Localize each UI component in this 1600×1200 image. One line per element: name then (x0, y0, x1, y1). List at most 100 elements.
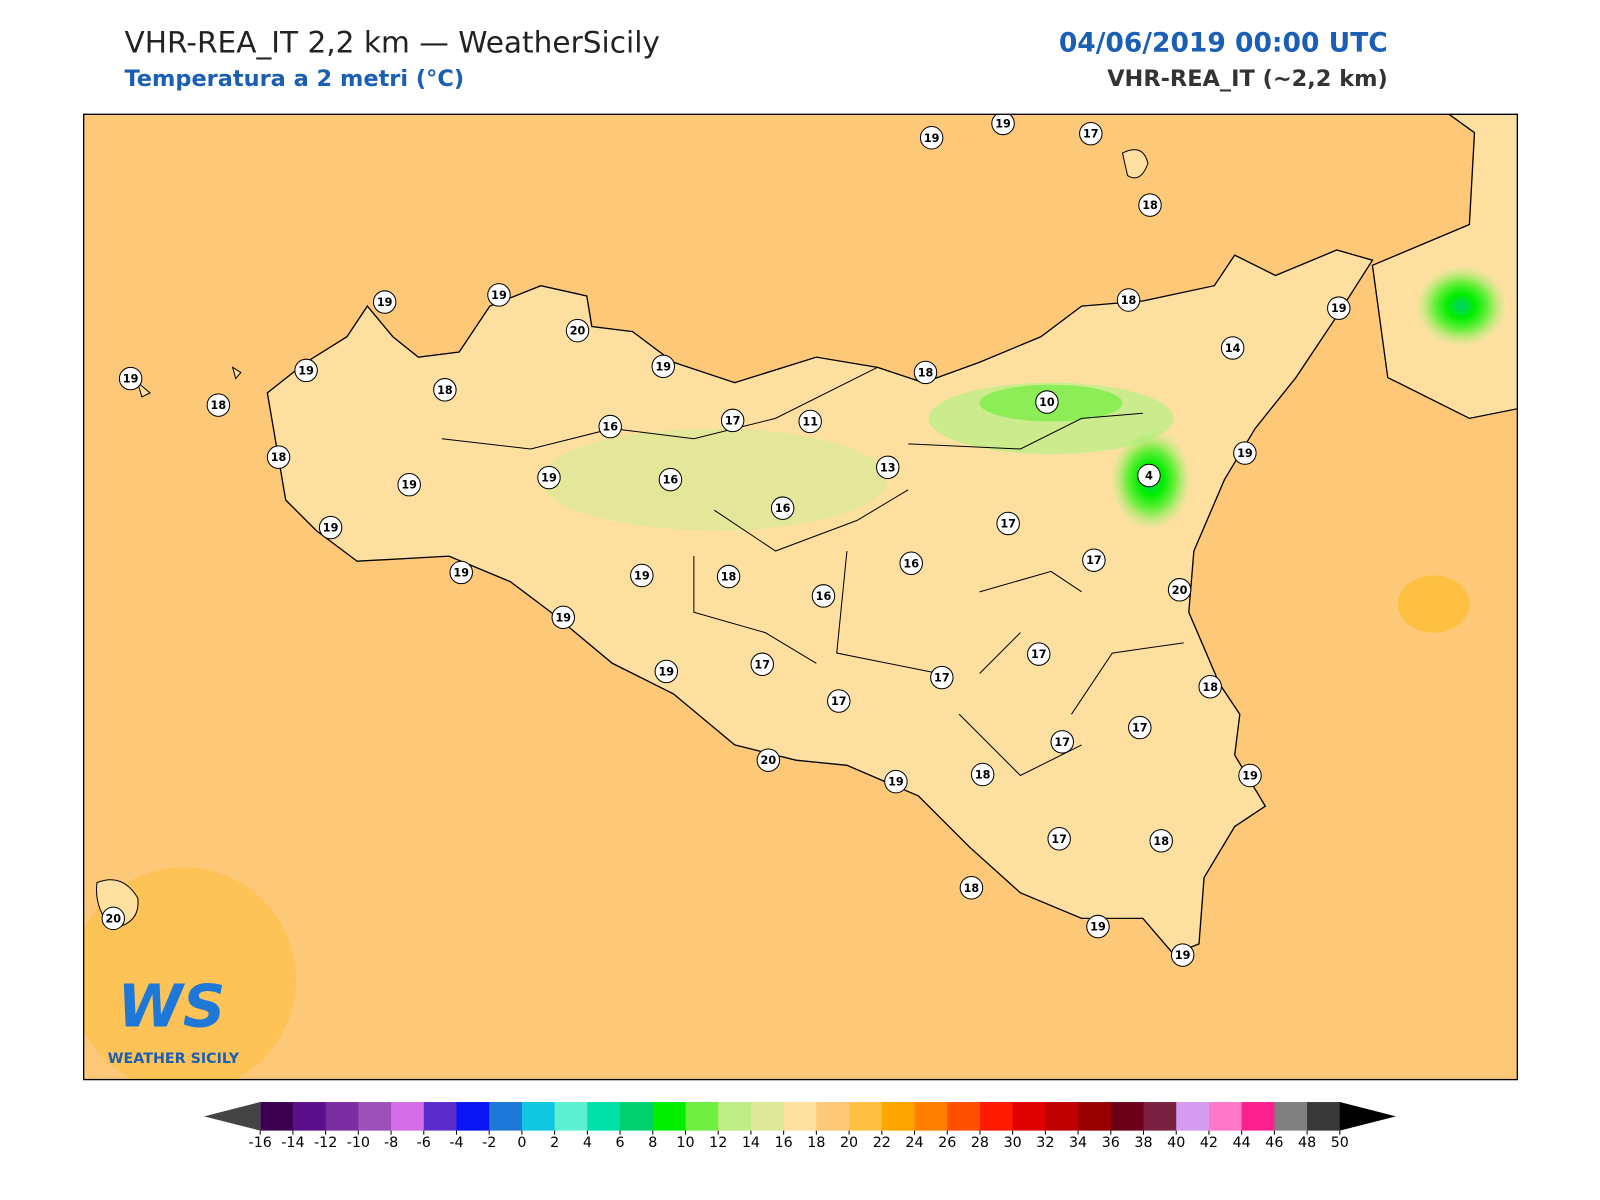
colorbar-bin (620, 1102, 654, 1131)
station-value: 16 (602, 421, 618, 434)
colorbar-tick-label: 6 (616, 1135, 625, 1151)
station-marker (1086, 914, 1110, 939)
station: 19 (1238, 763, 1262, 788)
station-marker (1170, 943, 1195, 967)
station: 17 (1082, 548, 1106, 572)
station: 16 (811, 584, 836, 608)
station-marker (798, 409, 822, 434)
station-value: 17 (1000, 517, 1016, 530)
station-value: 19 (453, 566, 469, 579)
station-marker (1233, 441, 1257, 465)
colorbar-tick-label: 28 (971, 1135, 989, 1151)
colorbar-bin (1110, 1102, 1145, 1131)
station-marker (884, 769, 908, 794)
colorbar-tick-label: -12 (314, 1135, 337, 1151)
colorbar-bin (914, 1102, 948, 1131)
station-value: 18 (1153, 835, 1169, 848)
datetime: 04/06/2019 00:00 UTC (1059, 27, 1388, 58)
colorbar-tick-label: 16 (775, 1135, 793, 1151)
logo-text: WEATHER SICILY (108, 1051, 240, 1067)
station-marker (651, 354, 675, 379)
station-marker (537, 465, 561, 490)
station-marker (206, 393, 231, 417)
station: 17 (996, 511, 1020, 536)
colorbar-extend-under (204, 1102, 261, 1131)
station-marker (294, 358, 318, 383)
station-marker (1220, 336, 1245, 360)
station-marker (598, 414, 622, 439)
warm-area (1397, 575, 1470, 633)
station-marker (1082, 548, 1106, 572)
station-marker (913, 360, 938, 385)
cold-spot (1415, 265, 1508, 347)
colorbar-tick-label: 32 (1036, 1135, 1054, 1151)
station: 19 (118, 366, 143, 391)
station-value: 11 (802, 415, 818, 428)
station-value: 4 (1145, 470, 1153, 483)
colorbar-bin (783, 1102, 817, 1131)
station-value: 19 (377, 296, 393, 309)
station: 17 (1027, 642, 1051, 666)
station-value: 17 (754, 658, 770, 671)
colorbar-extend-over (1339, 1102, 1396, 1131)
station-marker (919, 126, 944, 150)
colorbar-tick-label: -4 (449, 1135, 463, 1151)
station-value: 19 (1331, 302, 1347, 315)
station-marker (551, 605, 575, 630)
colorbar-tick-label: 24 (905, 1135, 923, 1151)
colorbar-bin (1241, 1102, 1275, 1131)
station-marker (318, 515, 343, 540)
colorbar-tick-label: 14 (742, 1135, 760, 1151)
station-marker (811, 584, 836, 608)
colorbar-tick-label: 48 (1298, 1135, 1316, 1151)
station-marker (1167, 578, 1192, 602)
station: 18 (959, 876, 984, 900)
station-marker (1149, 829, 1173, 853)
station: 17 (1047, 827, 1071, 851)
station: 19 (294, 358, 318, 383)
colorbar-bin (1274, 1102, 1308, 1131)
colorbar-tick-label: 50 (1331, 1135, 1349, 1151)
colorbar-bin (1307, 1102, 1341, 1131)
station-value: 10 (1039, 396, 1055, 409)
station-marker (433, 378, 457, 402)
colorbar-bin (718, 1102, 752, 1131)
station: 17 (930, 665, 954, 690)
station: 16 (770, 496, 795, 520)
map: 19 19 17 18 19 19 20 19 19 19 18 18 18 19 14 18 10 16 17 11… (83, 114, 1518, 1080)
station-value: 19 (1237, 447, 1253, 460)
station-value: 18 (964, 882, 980, 895)
station: 18 (1198, 675, 1222, 699)
station-value: 17 (1086, 554, 1102, 567)
station: 19 (919, 126, 944, 150)
station: 10 (1035, 390, 1059, 414)
station-value: 13 (880, 461, 896, 474)
colorbar-tick-label: -10 (347, 1135, 370, 1151)
station-marker (397, 472, 421, 497)
station-value: 19 (541, 472, 557, 485)
colorbar-tick-label: 34 (1069, 1135, 1087, 1151)
station: 19 (537, 465, 561, 490)
station-value: 19 (888, 776, 904, 789)
colorbar-tick-label: 8 (648, 1135, 657, 1151)
station: 19 (318, 515, 343, 540)
station-value: 18 (1121, 294, 1137, 307)
station-marker (1128, 715, 1152, 740)
station-marker (1079, 121, 1103, 146)
colorbar-bin (456, 1102, 490, 1131)
station: 19 (397, 472, 421, 497)
colorbar-bin (1012, 1102, 1046, 1131)
colorbar-bin (849, 1102, 883, 1131)
station-value: 18 (437, 384, 453, 397)
station-value: 19 (995, 117, 1011, 130)
station-value: 19 (123, 373, 139, 386)
colorbar-tick-label: 2 (550, 1135, 559, 1151)
colorbar-bin (1078, 1102, 1112, 1131)
station-value: 17 (725, 414, 741, 427)
station-marker (1116, 288, 1141, 312)
station: 19 (487, 283, 511, 307)
station: 18 (433, 378, 457, 402)
colorbar-bin (423, 1102, 458, 1131)
colorbar-bin (979, 1102, 1014, 1131)
